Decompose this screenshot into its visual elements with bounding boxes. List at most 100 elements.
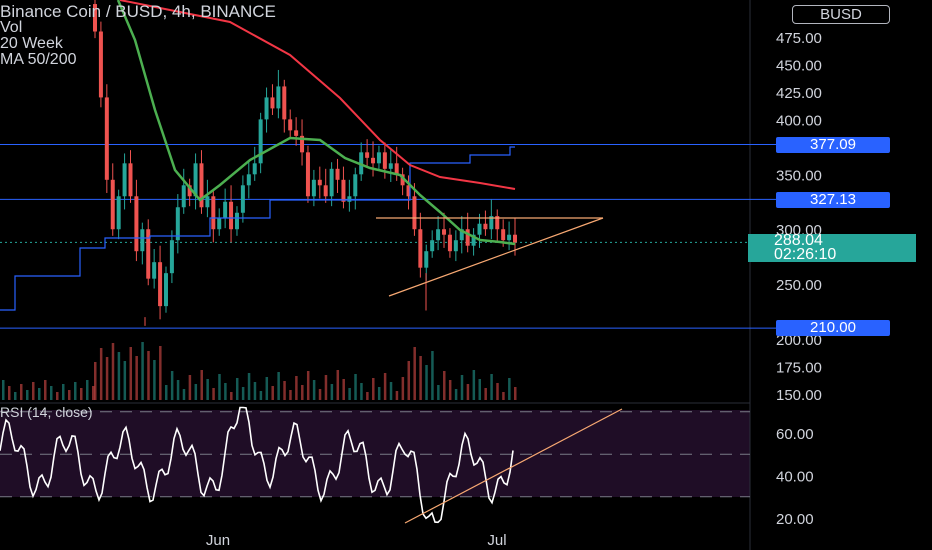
candle-body (217, 218, 222, 230)
price-tick-label: 350.00 (776, 167, 822, 184)
candle-body (294, 130, 299, 136)
rsi-tick-label: 60.00 (776, 426, 814, 443)
volume-bar (224, 383, 227, 400)
price-tick-label: 250.00 (776, 277, 822, 294)
candle-body (264, 97, 269, 120)
candle-body (335, 168, 340, 180)
level-tag-377-text: 377.09 (810, 136, 856, 153)
volume-bar (38, 388, 41, 400)
candle-body (507, 234, 512, 241)
candle-body (477, 223, 482, 235)
volume-bar (466, 384, 470, 400)
volume-bar (271, 386, 274, 400)
candle-body (353, 174, 358, 197)
volume-bar (182, 389, 186, 400)
volume-bar (212, 388, 215, 400)
volume-bar (383, 373, 387, 400)
volume-bar (200, 370, 203, 400)
volume-bar (230, 392, 233, 400)
candle-body (158, 262, 163, 307)
volume-bar (2, 380, 5, 400)
candle-body (240, 185, 245, 213)
candle-body (288, 119, 293, 131)
volume-bar (92, 386, 95, 400)
volume-bar (170, 371, 174, 400)
volume-bar (395, 391, 399, 400)
volume-bar (306, 371, 310, 400)
candle-body (163, 273, 168, 307)
rsi-line (0, 406, 514, 524)
volume-bar (419, 356, 422, 400)
level-tag-377: 377.09 (776, 137, 890, 153)
candle-body (376, 152, 381, 164)
volume-bar (164, 385, 168, 400)
candle-body (465, 229, 470, 246)
volume-bar (218, 374, 221, 400)
time-axis-label: Jul (487, 532, 506, 549)
candle-body (187, 185, 192, 197)
candle-body (418, 229, 423, 268)
candle-body (246, 174, 251, 186)
level-tag-327: 327.13 (776, 192, 890, 208)
candle-body (110, 179, 115, 230)
week-indicator-label[interactable]: 20 Week (0, 35, 63, 52)
week-step-line (0, 146, 515, 311)
candle-body (229, 201, 234, 230)
triangle-support-line (388, 217, 604, 297)
volume-bar (147, 351, 150, 400)
volume-bar (62, 384, 65, 400)
volume-bar (188, 375, 192, 400)
rsi-band-fill (0, 410, 750, 497)
volume-bar (454, 389, 458, 400)
price-tick-label: 475.00 (776, 30, 822, 47)
volume-bar (389, 382, 393, 400)
price-tick-label: 400.00 (776, 112, 822, 129)
volume-bar (74, 382, 77, 400)
rsi-indicator-label[interactable]: RSI (14, close) (0, 404, 93, 420)
candle-body (341, 179, 346, 202)
candle-body (382, 152, 387, 169)
candle-body (223, 201, 228, 219)
candle-body (347, 196, 352, 202)
quote-currency-badge[interactable]: BUSD (792, 5, 890, 24)
volume-bar (259, 391, 263, 400)
candle-body (453, 240, 458, 252)
volume-bar (301, 385, 304, 400)
volume-bar (235, 378, 239, 400)
candle-body (436, 229, 441, 241)
level-tag-210-text: 210.00 (810, 319, 856, 336)
volume-indicator-label[interactable]: Vol (0, 19, 23, 36)
volume-bar (360, 383, 363, 400)
candle-body (305, 152, 310, 197)
candle-body (211, 196, 216, 230)
volume-bar (50, 386, 53, 400)
candle-body (483, 223, 488, 230)
candle-body (388, 163, 393, 169)
candle-body (400, 174, 405, 186)
volume-bar (44, 380, 47, 400)
candle-body (489, 216, 494, 230)
volume-bar (377, 387, 381, 400)
volume-bar (56, 392, 59, 400)
volume-bar (348, 388, 351, 400)
volume-bar (80, 388, 83, 400)
volume-bar (283, 381, 286, 400)
level-tag-210: 210.00 (776, 320, 890, 336)
volume-bar (141, 342, 144, 400)
ma-indicator-label[interactable]: MA 50/200 (0, 51, 77, 68)
price-tick-label: 425.00 (776, 85, 822, 102)
candle-body (406, 185, 411, 197)
ma50-line (116, 0, 516, 246)
volume-bar (14, 392, 17, 400)
chart-title: Binance Coin / BUSD, 4h, BINANCE (0, 2, 276, 21)
volume-bar (508, 378, 511, 400)
candle-body (140, 229, 145, 252)
volume-bar (32, 382, 35, 400)
volume-bar (425, 365, 428, 400)
volume-bar (431, 351, 434, 400)
volume-bar (247, 373, 251, 400)
volume-bar (206, 379, 209, 400)
volume-bar (123, 361, 127, 400)
candle-body (205, 196, 210, 208)
